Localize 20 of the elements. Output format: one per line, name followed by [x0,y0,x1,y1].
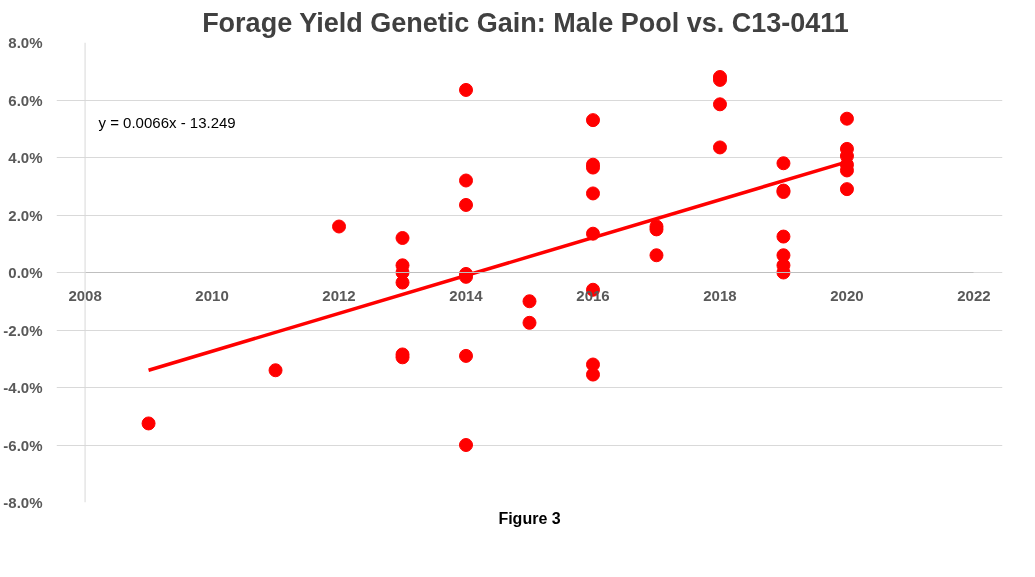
y-tick-label: 8.0% [8,34,43,51]
y-tick-label: 0.0% [8,264,43,281]
x-tick-label: 2008 [68,286,102,304]
annotation: y = 0.0066x - 13.249 [98,113,236,131]
y-tick-label: 6.0% [8,91,43,109]
chart-title: Forage Yield Genetic Gain: Male Pool vs. C13-0411 [202,7,849,38]
x-tick-label: 2012 [322,286,356,304]
caption: Figure 3 [498,509,561,527]
x-tick-label: 2020 [830,286,864,304]
y-tick-label: -4.0% [3,379,43,396]
x-tick-label: 2010 [195,286,229,304]
x-tick-label: 2022 [957,286,991,304]
x-tick-label: 2018 [703,286,737,304]
y-tick-label: 4.0% [8,149,43,166]
y-tick-label: -2.0% [3,321,43,339]
x-tick-label: 2016 [576,286,610,304]
x-tick-label: 2014 [449,286,484,304]
y-tick-label: -6.0% [3,436,43,454]
y-tick-label: -8.0% [3,494,43,511]
y-tick-label: 2.0% [8,206,43,224]
